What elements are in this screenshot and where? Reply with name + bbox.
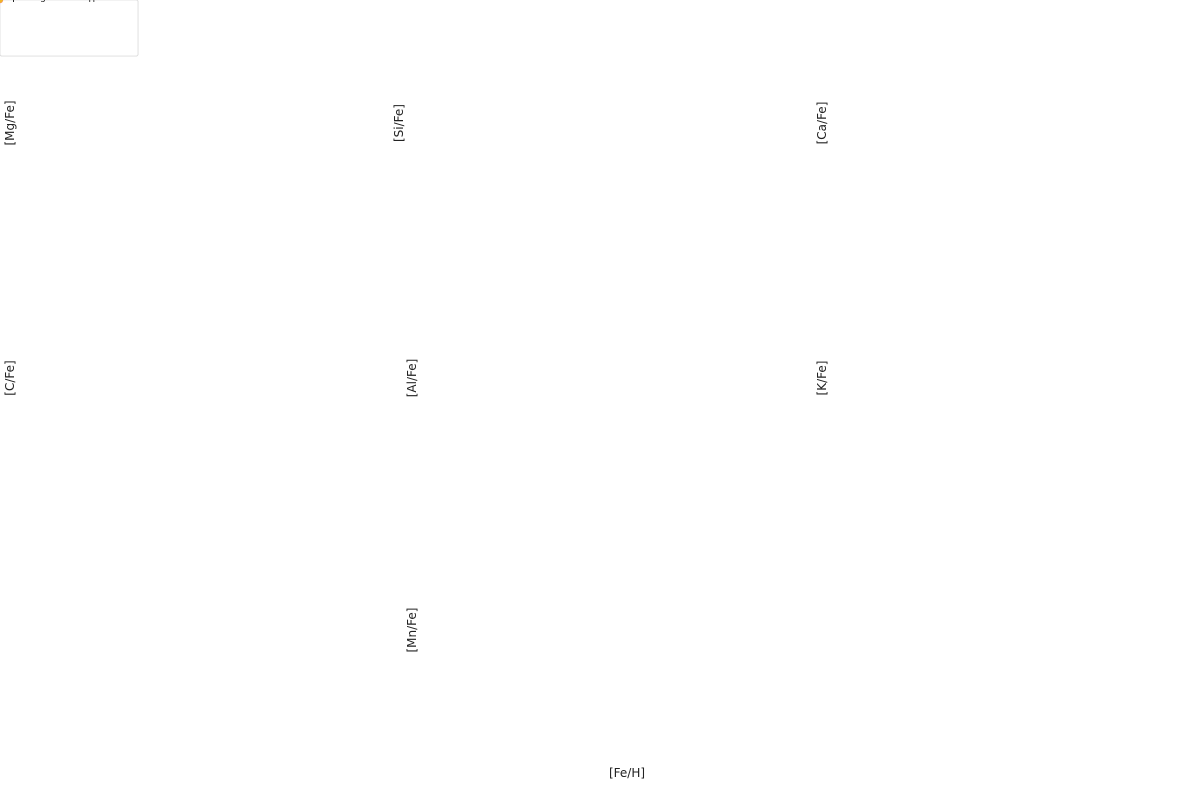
panel-k-fe: -2.0-1.5-1.0-0.50.00.5-2.5-2.0-1.5-1.0-0… — [0, 0, 829, 395]
legend-label: Nephele candidates — [0, 0, 90, 3]
legend-marker-golden — [0, 0, 3, 3]
panel-c-fe: -2.0-1.5-1.0-0.50.00.5-1.0-0.50.00.5NGC … — [0, 0, 139, 396]
ylabel-mn: [Mn/Fe] — [405, 608, 419, 653]
legend-label: NGC 5139 : outliers — [0, 0, 88, 3]
legend-box — [0, 0, 139, 57]
ylabel-al: [Al/Fe] — [405, 359, 419, 398]
ylabel-c: [C/Fe] — [3, 360, 17, 395]
panel-content: -2.0-1.5-1.0-0.50.00.5-1.00-0.75-0.50-0.… — [0, 0, 139, 57]
legend: NGC 5139 : ref sampleNGC 5139 : outliers… — [0, 0, 139, 57]
panel-al-fe: -2.0-1.5-1.0-0.50.00.5-1.0-0.50.00.51.01… — [0, 0, 419, 397]
ylabel-k: [K/Fe] — [815, 361, 829, 396]
ylabel-ca: [Ca/Fe] — [815, 102, 829, 145]
panel-mn-fe: -2.0-1.5-1.0-0.50.00.5-1.00-0.75-0.50-0.… — [0, 0, 645, 780]
ylabel-mg: [Mg/Fe] — [3, 100, 17, 145]
legend-label: Nephele golden sample — [0, 0, 107, 3]
legend-label: NGC 5139 : ref sample — [0, 0, 103, 3]
ylabel-si: [Si/Fe] — [392, 104, 406, 142]
xlabel-fe-h: [Fe/H] — [609, 766, 645, 780]
